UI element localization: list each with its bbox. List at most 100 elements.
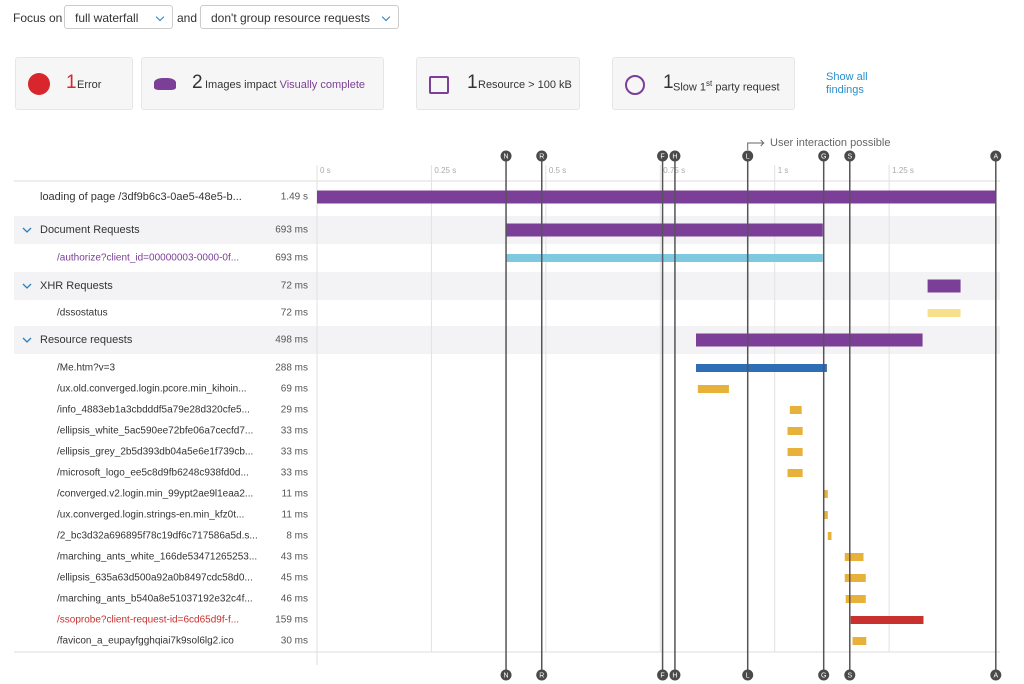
marker-badge: [844, 150, 856, 162]
x-tick-label: 1.25 s: [892, 166, 914, 175]
error-icon: [28, 73, 50, 95]
marker-badge: [669, 150, 681, 162]
timing-bar: [506, 254, 823, 262]
row-name: /authorize?client_id=00000003-0000-0f...: [57, 253, 239, 264]
turtle-icon: [154, 78, 176, 90]
marker-badge: [818, 150, 830, 162]
row-name: /2_bc3d32a696895f78c19df6c717586a5d.s...: [57, 531, 258, 542]
marker-badge: [536, 669, 548, 681]
marker-badge: [990, 669, 1002, 681]
x-tick-label: 0 s: [320, 166, 331, 175]
row-name: Resource requests: [40, 334, 133, 346]
row-name: XHR Requests: [40, 280, 113, 292]
row-duration: 1.49 s: [281, 192, 308, 203]
marker-label: N: [504, 672, 509, 679]
row-duration: 8 ms: [286, 531, 308, 542]
marker-badge: [657, 669, 669, 681]
x-tick-label: 0.5 s: [549, 166, 566, 175]
row-duration: 45 ms: [281, 573, 308, 584]
timing-bar: [787, 448, 803, 456]
timing-bar: [695, 333, 923, 347]
marker-label: H: [672, 672, 677, 679]
row-duration: 11 ms: [282, 510, 309, 521]
row-name: /marching_ants_b540a8e51037192e32c4f...: [57, 594, 253, 605]
timing-bar: [927, 309, 961, 317]
timing-bar: [695, 364, 827, 372]
finding-count: 1: [467, 72, 478, 93]
interaction-arrow: [747, 139, 765, 150]
marker-label: L: [746, 672, 750, 679]
marker-label: F: [660, 672, 664, 679]
expand-chevron: [22, 337, 32, 343]
row-name: /microsoft_logo_ee5c8d9fb6248c938fd0d...: [57, 468, 249, 479]
timing-bar: [787, 469, 803, 477]
row-name: /ellipsis_grey_2b5d393db04a5e6e1f739cb..…: [57, 447, 253, 458]
row-duration: 693 ms: [275, 253, 308, 264]
group-dropdown[interactable]: don't group resource requests: [200, 5, 399, 29]
marker-label: A: [993, 153, 998, 160]
marker-label: H: [672, 153, 677, 160]
row-name: /ssoprobe?client-request-id=6cd65d9f-f..…: [57, 615, 239, 626]
marker-label: F: [660, 153, 664, 160]
timing-bar: [697, 385, 729, 393]
finding-text: party request: [715, 81, 780, 94]
marker-badge: [742, 150, 754, 162]
marker-label: G: [821, 672, 826, 679]
row-name: /converged.v2.login.min_99ypt2ae9l1eaa2.…: [57, 489, 253, 500]
timing-bar: [850, 616, 924, 624]
row-duration: 33 ms: [281, 468, 308, 479]
timing-bar: [827, 532, 832, 540]
finding-text: Error: [77, 79, 102, 91]
timing-bar: [506, 223, 823, 237]
finding-link[interactable]: Visually complete: [279, 79, 365, 91]
finding-card[interactable]: 2 Images impact Visually complete: [141, 57, 384, 110]
row-name: /ux.old.converged.login.pcore.min_kihoin…: [57, 384, 247, 395]
timing-bar: [844, 574, 866, 582]
marker-badge: [990, 150, 1002, 162]
marker-badge: [657, 150, 669, 162]
finding-card[interactable]: 1 Error: [15, 57, 133, 110]
finding-count: 2: [192, 72, 203, 93]
row-duration: 693 ms: [275, 225, 308, 236]
marker-label: L: [746, 153, 750, 160]
row-duration: 43 ms: [281, 552, 308, 563]
finding-card[interactable]: 1 Slow 1st party request: [612, 57, 795, 110]
row-name: /ellipsis_white_5ac590ee72bfe06a7cecfd7.…: [57, 426, 253, 437]
row-duration: 288 ms: [275, 363, 308, 374]
marker-label: S: [847, 153, 852, 160]
row-duration: 33 ms: [281, 426, 308, 437]
marker-label: S: [847, 672, 852, 679]
focus-dropdown[interactable]: full waterfall: [64, 5, 173, 29]
row-name: /marching_ants_white_166de53471265253...: [57, 552, 257, 563]
finding-card[interactable]: 1 Resource > 100 kB: [416, 57, 580, 110]
finding-text: Slow 1st party request: [673, 79, 780, 94]
timing-bar: [927, 279, 961, 293]
row-duration: 72 ms: [281, 281, 308, 292]
marker-label: A: [993, 672, 998, 679]
expand-chevron: [22, 283, 32, 289]
marker-badge: [500, 150, 512, 162]
marker-label: G: [821, 153, 826, 160]
timing-bar: [823, 511, 828, 519]
finding-count: 1: [66, 72, 77, 93]
row-duration: 30 ms: [281, 636, 308, 647]
marker-label: R: [539, 153, 544, 160]
row-duration: 69 ms: [281, 384, 308, 395]
timing-bar: [852, 637, 867, 645]
row-name: Document Requests: [40, 224, 140, 236]
marker-badge: [669, 669, 681, 681]
row-duration: 29 ms: [281, 405, 308, 416]
marker-badge: [742, 669, 754, 681]
row-duration: 33 ms: [281, 447, 308, 458]
finding-text: Images impact: [205, 79, 277, 91]
timing-bar: [317, 190, 996, 204]
interaction-label: User interaction possible: [770, 137, 890, 149]
show-all-link[interactable]: Show all findings: [826, 71, 868, 96]
timing-bar: [789, 406, 802, 414]
row-duration: 72 ms: [281, 308, 308, 319]
row-name: /Me.htm?v=3: [57, 363, 116, 374]
finding-count: 1: [663, 72, 674, 93]
row-background: [14, 272, 1000, 300]
row-name: /dssostatus: [57, 308, 108, 319]
